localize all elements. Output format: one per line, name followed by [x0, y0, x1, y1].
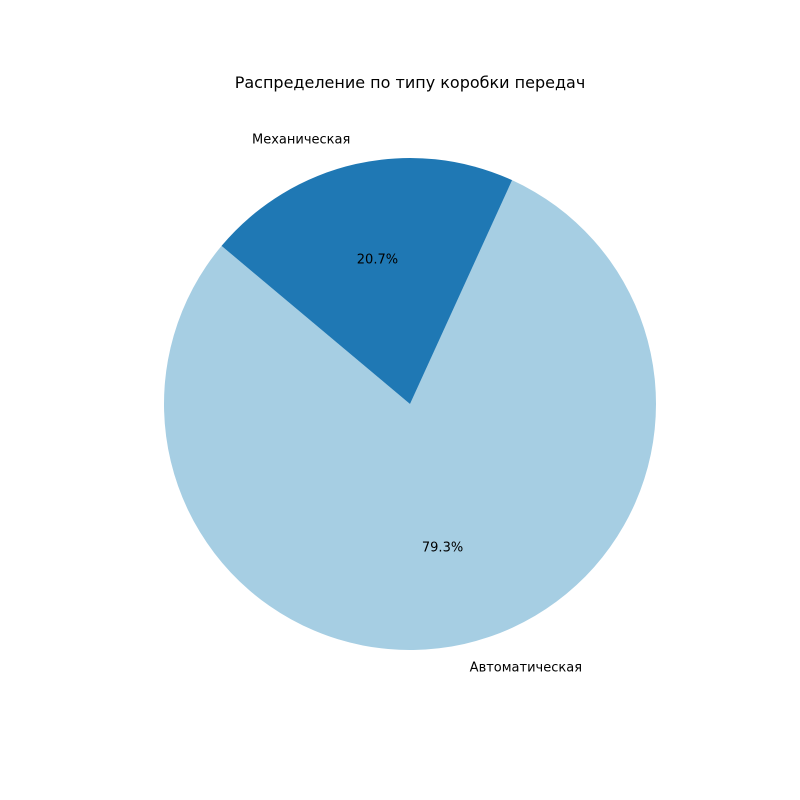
slice-percent-label-1: 20.7%	[357, 253, 398, 268]
pie-slice-1	[221, 158, 513, 404]
pie-labels: Автоматическая 79.3% Механическая 20.7%	[252, 133, 582, 676]
slice-label-0: Автоматическая	[470, 660, 582, 675]
slice-label-1: Механическая	[252, 133, 350, 148]
chart-title: Распределение по типу коробки передач	[235, 73, 586, 92]
slice-percent-label-0: 79.3%	[422, 540, 463, 555]
pie-slices	[164, 158, 656, 651]
pie-slice-0	[164, 180, 656, 651]
